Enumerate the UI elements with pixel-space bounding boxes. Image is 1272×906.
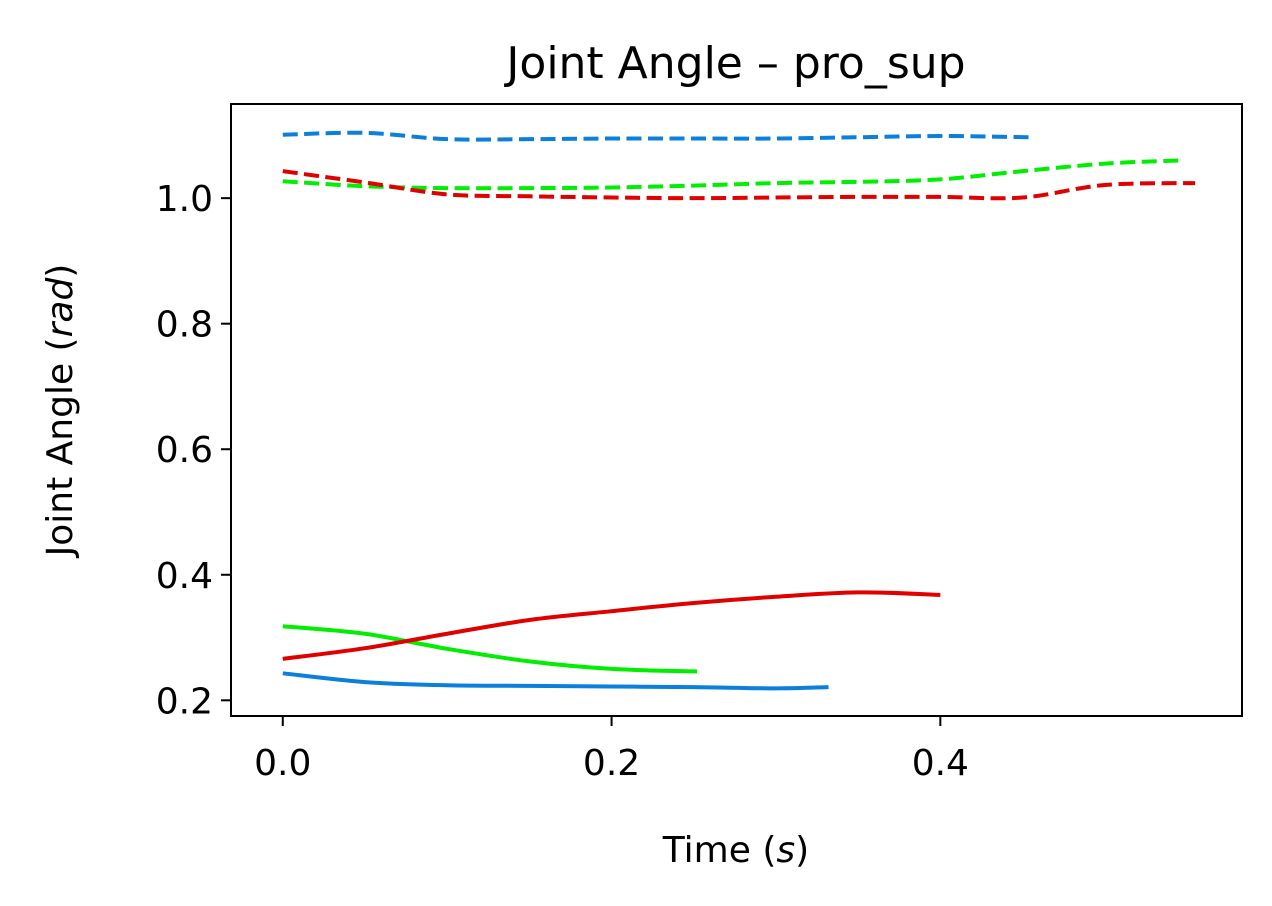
plot-frame <box>230 103 1243 717</box>
x-tick-label: 0.4 <box>912 743 969 784</box>
x-axis-label: Time (s) <box>662 830 809 871</box>
y-axis-label-unit: rad <box>40 277 81 338</box>
series-line-3-solid <box>282 590 941 661</box>
x-axis-label-unit: s <box>776 830 795 871</box>
x-axis-label-suffix: ) <box>795 830 809 871</box>
series-line-2-solid <box>282 624 698 674</box>
x-tick-label: 0.0 <box>254 743 311 784</box>
x-tick-label: 0.2 <box>583 743 640 784</box>
chart-title: Joint Angle – pro_sup <box>503 38 965 89</box>
series-layer <box>282 130 1196 691</box>
series-line-1-solid <box>282 671 829 691</box>
series-line-4-dashed <box>282 130 1031 142</box>
y-tick-label: 0.6 <box>156 430 213 471</box>
y-axis-label: Joint Angle (rad) <box>40 264 81 559</box>
y-tick-label: 0.8 <box>156 305 213 346</box>
x-axis-label-prefix: Time ( <box>662 830 777 871</box>
series-line-5-dashed <box>282 158 1179 191</box>
series-line-6-dashed <box>282 169 1196 201</box>
ticks-layer: 0.0 0.2 0.4 0.2 0.4 0.6 0.8 1.0 <box>156 179 969 784</box>
y-tick-label: 0.2 <box>156 681 213 722</box>
y-tick-label: 1.0 <box>156 179 213 220</box>
y-axis-label-suffix: ) <box>40 264 81 278</box>
y-tick-label: 0.4 <box>156 556 213 597</box>
y-axis-label-prefix: Joint Angle ( <box>40 337 81 558</box>
